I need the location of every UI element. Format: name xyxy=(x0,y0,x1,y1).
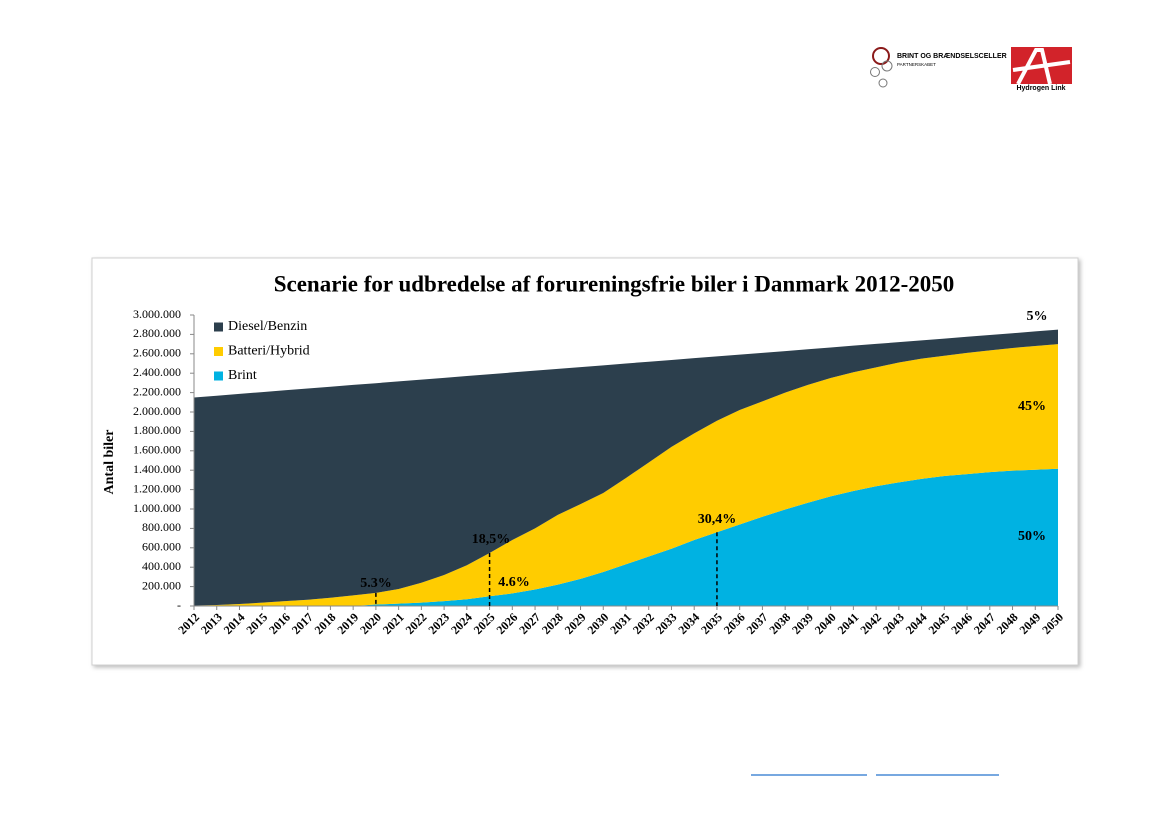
area xyxy=(194,344,1058,606)
y-tick-label: 2.200.000 xyxy=(133,384,181,398)
y-tick-label: 2.000.000 xyxy=(133,404,181,418)
y-tick-label: 400.000 xyxy=(142,559,181,573)
y-tick-label: 1.200.000 xyxy=(133,481,181,495)
annotation: 5.3% xyxy=(360,576,392,591)
logo2-mark xyxy=(1012,48,1071,85)
logo-circle xyxy=(872,47,890,65)
logo-circle xyxy=(870,67,880,77)
y-tick-label: 1.000.000 xyxy=(133,501,181,515)
y-tick-label: 1.800.000 xyxy=(133,423,181,437)
y-axis-title: Antal biler xyxy=(102,430,117,495)
legend-swatch xyxy=(214,322,223,332)
annotation: 45% xyxy=(1018,399,1046,414)
annotation: 18,5% xyxy=(472,532,511,547)
legend-swatch xyxy=(214,371,223,381)
chart-title: Scenarie for udbredelse af forureningsfr… xyxy=(274,271,955,296)
area xyxy=(194,468,1058,606)
y-tick-label: 2.800.000 xyxy=(133,326,181,340)
annotation: 4.6% xyxy=(498,575,530,590)
y-tick-label: 1.600.000 xyxy=(133,443,181,457)
annotation: 30,4% xyxy=(698,512,737,527)
area xyxy=(194,329,1058,606)
y-tick-label: 1.400.000 xyxy=(133,462,181,476)
legend-label: Brint xyxy=(228,368,257,383)
y-tick-label: 600.000 xyxy=(142,540,181,554)
y-tick-label: 3.000.000 xyxy=(133,307,181,321)
logo-circle xyxy=(878,78,888,88)
y-tick-label: - xyxy=(177,598,181,612)
logo2-text: Hydrogen Link xyxy=(1016,85,1065,92)
y-tick-label: 2.600.000 xyxy=(133,346,181,360)
logo: BRINT OG BRÆNDSELSCELLER PARTNERSKABET H… xyxy=(870,47,1072,92)
y-tick-label: 800.000 xyxy=(142,520,181,534)
logo-subtitle: PARTNERSKABET xyxy=(897,62,936,67)
logo-title: BRINT OG BRÆNDSELSCELLER xyxy=(897,53,1007,60)
annotation: 50% xyxy=(1018,529,1046,544)
legend-swatch xyxy=(214,347,223,356)
y-tick-label: 2.400.000 xyxy=(133,365,181,379)
annotation: 5% xyxy=(1027,309,1048,324)
legend-label: Diesel/Benzin xyxy=(228,319,307,334)
legend-label: Batteri/Hybrid xyxy=(228,344,310,359)
logo-circle xyxy=(881,60,893,72)
y-tick-label: 200.000 xyxy=(142,578,181,592)
